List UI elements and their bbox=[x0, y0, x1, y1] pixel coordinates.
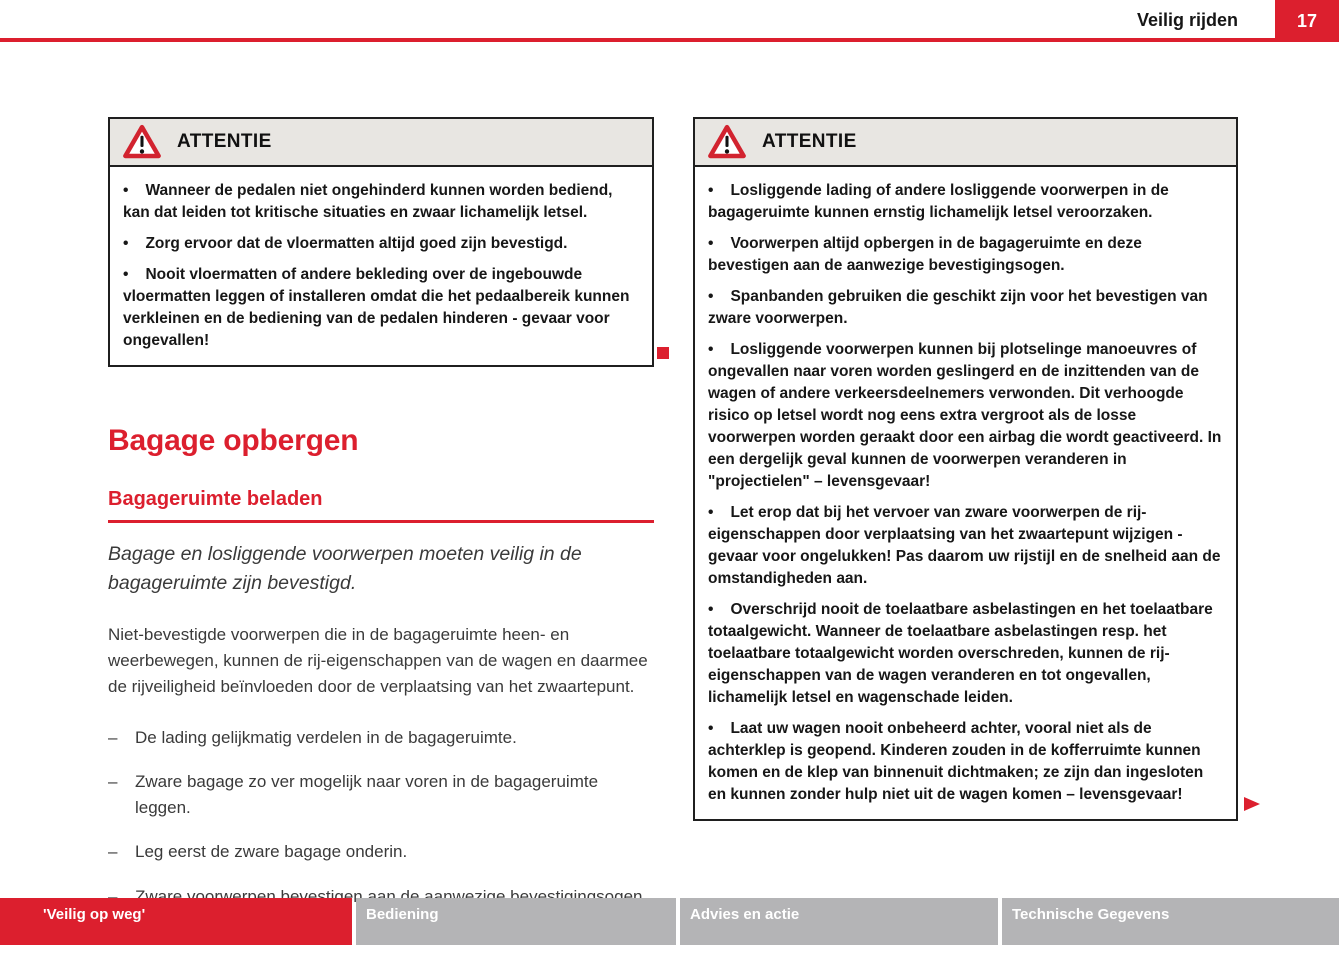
warning-item: Losliggende lading of andere losliggende… bbox=[708, 180, 1223, 224]
warning-box-luggage: ATTENTIE Losliggende lading of andere lo… bbox=[693, 117, 1260, 821]
list-item: Leg eerst de zware bagage onderin. bbox=[108, 839, 654, 865]
section-subheading: Bagageruimte beladen bbox=[108, 488, 654, 523]
warning-triangle-icon bbox=[708, 124, 746, 159]
page-header-section-title: Veilig rijden bbox=[1136, 10, 1238, 30]
left-column: ATTENTIE Wanneer de pedalen niet ongehin… bbox=[108, 117, 669, 954]
warning-box-body: Losliggende lading of andere losliggende… bbox=[695, 167, 1236, 819]
warning-item: Let erop dat bij het vervoer van zware v… bbox=[708, 502, 1223, 590]
footer-tab-technische-gegevens: Technische Gegevens bbox=[1002, 898, 1339, 945]
warning-item: Overschrijd nooit de toelaatbare asbelas… bbox=[708, 599, 1223, 709]
warning-item: Nooit vloermatten of andere bekleding ov… bbox=[123, 264, 639, 352]
body-paragraph: Niet-bevestigde voorwerpen die in de bag… bbox=[108, 624, 648, 696]
page-number-badge: 17 bbox=[1275, 0, 1339, 42]
header-divider-rule bbox=[0, 38, 1339, 42]
footer-tab-bar: 'Veilig op weg' Bediening Advies en acti… bbox=[0, 898, 1339, 945]
warning-item: Zorg ervoor dat de vloermatten altijd go… bbox=[123, 233, 639, 255]
warning-item: Voorwerpen altijd opbergen in de bagager… bbox=[708, 233, 1223, 277]
lead-italic-paragraph: Bagage en losliggende voorwerpen moeten … bbox=[108, 543, 582, 595]
footer-tab-veilig-op-weg: 'Veilig op weg' bbox=[0, 898, 352, 945]
warning-box-pedals: ATTENTIE Wanneer de pedalen niet ongehin… bbox=[108, 117, 669, 367]
topic-end-square-marker bbox=[657, 347, 669, 359]
warning-item: Spanbanden gebruiken die geschikt zijn v… bbox=[708, 286, 1223, 330]
footer-tab-advies-en-actie: Advies en actie bbox=[680, 898, 998, 945]
list-item: De lading gelijkmatig verdelen in de bag… bbox=[108, 725, 654, 751]
warning-item: Laat uw wagen nooit onbeheerd achter, vo… bbox=[708, 718, 1223, 806]
list-item: Zware bagage zo ver mogelijk naar voren … bbox=[108, 769, 654, 820]
page-title: Bagage opbergen bbox=[108, 424, 359, 457]
warning-item: Wanneer de pedalen niet ongehinderd kunn… bbox=[123, 180, 639, 224]
warning-box-header: ATTENTIE bbox=[695, 119, 1236, 167]
warning-box-header: ATTENTIE bbox=[110, 119, 652, 167]
warning-box-body: Wanneer de pedalen niet ongehinderd kunn… bbox=[110, 167, 652, 365]
footer-tab-bediening: Bediening bbox=[356, 898, 676, 945]
warning-item: Losliggende voorwerpen kunnen bij plotse… bbox=[708, 339, 1223, 493]
warning-title: ATTENTIE bbox=[762, 131, 857, 152]
topic-continues-arrow-marker bbox=[1244, 797, 1260, 811]
warning-triangle-icon bbox=[123, 124, 161, 159]
warning-title: ATTENTIE bbox=[177, 131, 272, 152]
right-column: ATTENTIE Losliggende lading of andere lo… bbox=[693, 117, 1260, 821]
